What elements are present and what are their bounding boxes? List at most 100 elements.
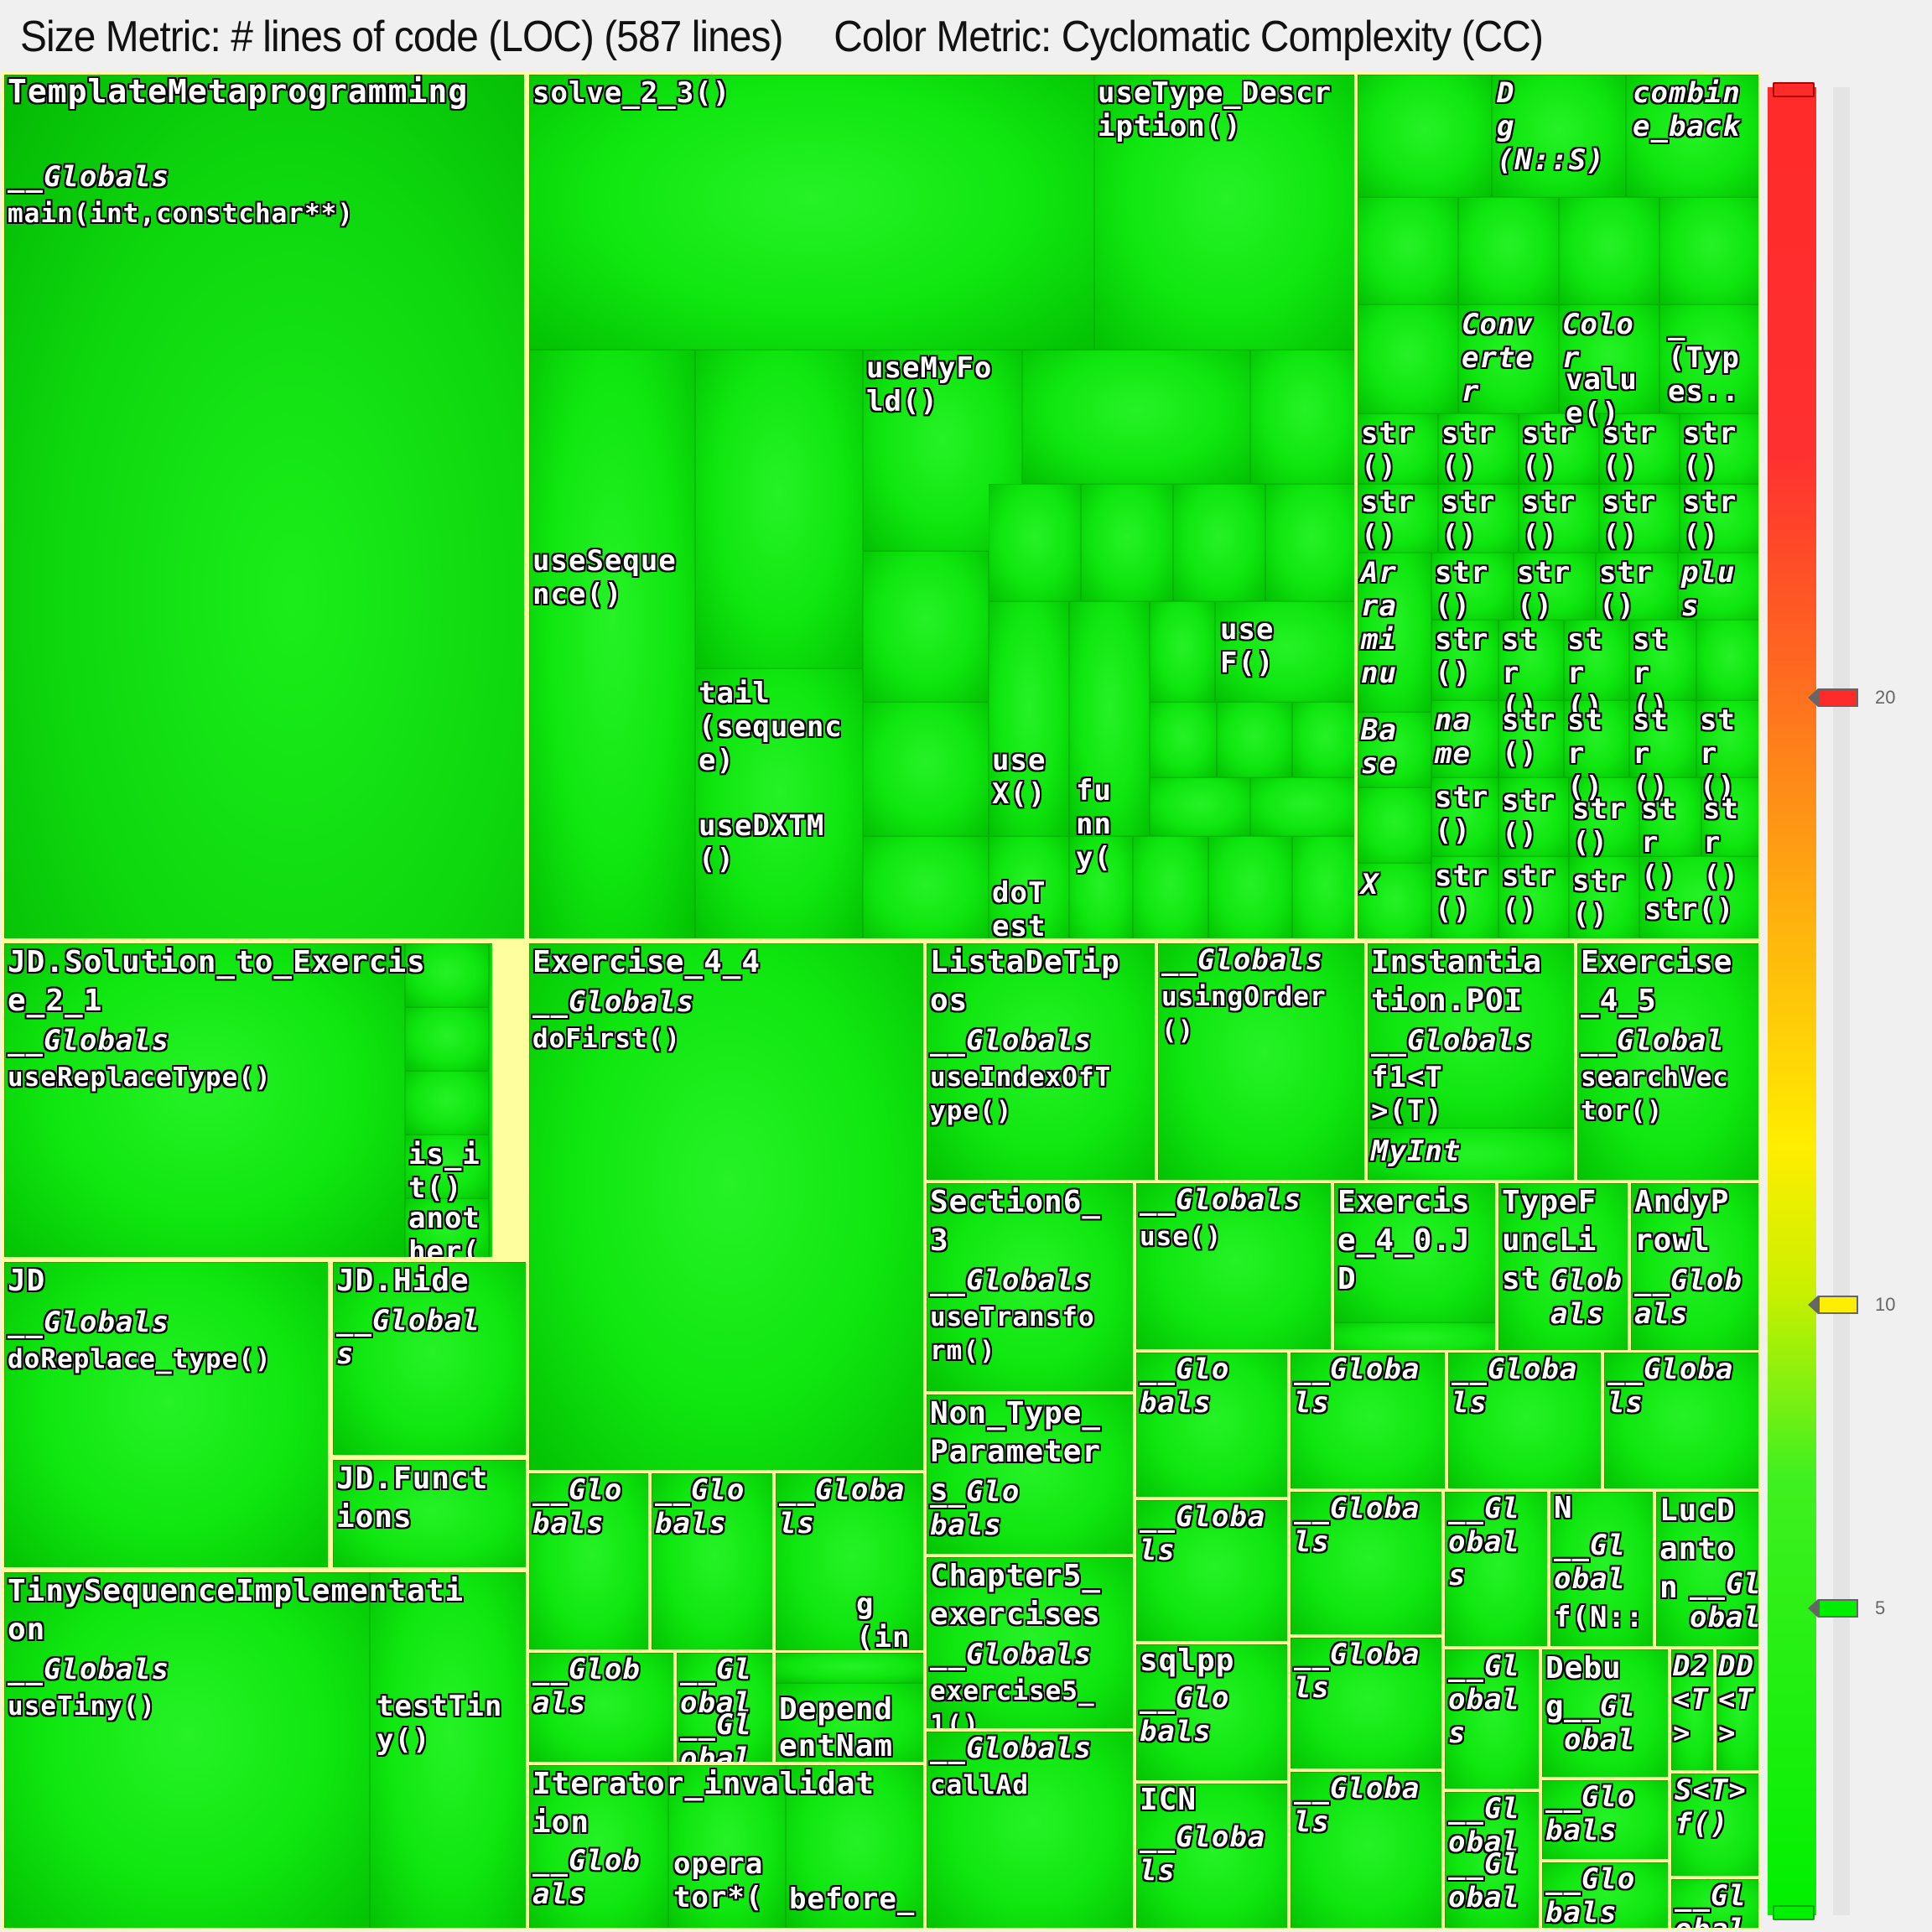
treemap-cell-depend-top[interactable] (776, 1653, 923, 1683)
treemap-cell-exercise51[interactable] (927, 1557, 1133, 1728)
treemap-cell-r6[interactable] (1291, 1492, 1441, 1634)
treemap-cell-f1t[interactable] (1368, 943, 1574, 1128)
treemap-group-r12[interactable]: __Glo bals (1540, 1778, 1670, 1862)
treemap-cell-str-r5c6[interactable] (1696, 700, 1758, 777)
treemap-cell-str-r7c4[interactable] (1569, 856, 1639, 938)
treemap-cell-str-r1c3[interactable] (1519, 413, 1599, 484)
treemap-cell-r11[interactable] (1445, 1792, 1539, 1928)
treemap-cell-plus[interactable] (1678, 553, 1758, 620)
treemap-group-chapter5[interactable]: Chapter5_ exercises __Globals exercise5_… (924, 1555, 1135, 1731)
treemap-cell-name[interactable] (1431, 700, 1498, 777)
treemap-cell-gl1[interactable] (677, 1653, 772, 1762)
treemap-cell-lucd[interactable] (1656, 1492, 1758, 1646)
treemap-cell-d2[interactable] (1671, 1649, 1713, 1770)
treemap-group-r4[interactable]: __Globa ls (1602, 1350, 1761, 1491)
treemap-cell-a9[interactable] (863, 702, 989, 836)
treemap-cell-st[interactable] (1671, 1774, 1758, 1876)
treemap-cell-main[interactable] (4, 75, 524, 938)
treemap-cell-b6[interactable] (1358, 304, 1458, 413)
treemap-cell-jdhide[interactable] (333, 1262, 526, 1455)
treemap-cell-str-r2c5[interactable] (1680, 484, 1758, 553)
treemap-cell-r7[interactable] (1445, 1492, 1547, 1646)
treemap-cell-searchvec[interactable] (1577, 943, 1758, 1180)
treemap-cell-b4[interactable] (1559, 197, 1659, 304)
treemap-cell-a14[interactable] (1250, 777, 1354, 836)
treemap-group-r13[interactable]: __Glo bals (1540, 1860, 1670, 1930)
treemap-cell-ex40[interactable] (1334, 1183, 1495, 1322)
treemap-cell-str-r2c1[interactable] (1358, 484, 1438, 553)
treemap-group-r6[interactable]: __Globa ls (1288, 1489, 1444, 1637)
treemap-cell-a19[interactable] (1292, 836, 1354, 938)
treemap-group-sqlpp[interactable]: sqlpp __Glo bals (1134, 1642, 1290, 1783)
treemap-cell-iter-globals[interactable] (529, 1765, 668, 1928)
treemap-group-templatemetaprogramming[interactable]: TemplateMetaprogramming __Globals main(i… (2, 72, 527, 941)
treemap-group-lucd[interactable]: LucD anto n __Gl obal (1654, 1489, 1761, 1649)
treemap-cell-a11[interactable] (1217, 702, 1292, 777)
treemap-cell-str-r4c2[interactable] (1431, 620, 1498, 700)
treemap-cell-r1[interactable] (1136, 1353, 1287, 1497)
treemap-cell-str-r1c4[interactable] (1599, 413, 1680, 484)
treemap-cell-a10[interactable] (1150, 702, 1217, 777)
treemap-cell-usetype[interactable] (1094, 75, 1354, 350)
treemap-cell-str-r5c3[interactable] (1498, 700, 1564, 777)
treemap-group-jd[interactable]: JD __Globals doReplace_type() (2, 1259, 330, 1570)
treemap-cell-operator[interactable] (668, 1765, 786, 1928)
treemap-cell-str-r1c1[interactable] (1358, 413, 1438, 484)
treemap-group-jd-functions[interactable]: JD.Funct ions (330, 1457, 528, 1570)
treemap-cell-useindexof[interactable] (927, 943, 1155, 1180)
treemap-cell-str-r1c2[interactable] (1438, 413, 1519, 484)
treemap-cell-b7[interactable] (1358, 787, 1431, 863)
treemap-group-usingorder[interactable]: __Globals usingOrder () (1156, 941, 1367, 1182)
treemap-cell-a4[interactable] (989, 484, 1081, 601)
treemap-group-st[interactable]: S<T> f() (1669, 1771, 1761, 1878)
treemap-cell-str-r4c6[interactable] (1696, 620, 1758, 700)
treemap-cell-b5[interactable] (1659, 197, 1758, 304)
treemap-cell-arami[interactable] (1358, 553, 1431, 712)
treemap-cell-str-r7c5[interactable] (1639, 856, 1758, 938)
treemap-cell-ex40b[interactable] (1334, 1322, 1495, 1351)
treemap-cell-a12[interactable] (1292, 702, 1354, 777)
treemap-group-glob2[interactable]: __Glob als (527, 1650, 676, 1764)
treemap-cell-dg[interactable] (1492, 75, 1626, 197)
treemap-cell-a1[interactable] (1022, 350, 1250, 484)
treemap-cell-r5[interactable] (1136, 1500, 1287, 1641)
treemap-cell-str-r2c4[interactable] (1599, 484, 1680, 553)
treemap-group-instantiation[interactable]: Instantia tion.POI __Globals f1<T >(T) M… (1365, 941, 1576, 1182)
treemap-cell-a18[interactable] (1208, 836, 1292, 938)
treemap-group-use[interactable]: __Globals use() (1134, 1181, 1333, 1352)
treemap-cell-b3[interactable] (1458, 197, 1559, 304)
treemap-cell-nontype[interactable] (927, 1394, 1133, 1554)
treemap-group-tiny[interactable]: TinySequenceImplementati on __Globals us… (2, 1570, 528, 1930)
treemap-cell-str-r6c6[interactable] (1701, 777, 1758, 856)
treemap-cell-glo2[interactable] (652, 1473, 772, 1649)
treemap-cell-calladd[interactable] (927, 1732, 1133, 1928)
treemap-group-jd-solution[interactable]: JD.Solution_to_Exercis e_2_1 __Globals u… (2, 941, 495, 1259)
treemap-cell-str-r3c2[interactable] (1431, 553, 1514, 620)
treemap-cell-usef[interactable] (1215, 601, 1354, 702)
treemap-group-r8[interactable]: __Globa ls (1288, 1635, 1444, 1771)
treemap-cell-usingorder[interactable] (1158, 943, 1364, 1180)
treemap-cell-b2[interactable] (1358, 197, 1458, 304)
treemap-cell-color[interactable] (1559, 304, 1659, 413)
treemap-cell-types[interactable] (1659, 304, 1758, 413)
treemap-cell-usetransform[interactable] (927, 1183, 1133, 1391)
legend-slider-track[interactable] (1833, 87, 1850, 1915)
treemap-cell-myint[interactable] (1368, 1128, 1574, 1180)
treemap-group-r11[interactable]: __Gl obal __Gl obal (1442, 1789, 1541, 1930)
treemap-cell-typef[interactable] (1498, 1183, 1628, 1351)
legend-bottom-handle[interactable] (1773, 1905, 1815, 1920)
treemap-cell-a13[interactable] (1150, 777, 1250, 836)
treemap-cell-r2[interactable] (1291, 1353, 1445, 1488)
treemap-cell-x[interactable] (1358, 863, 1431, 938)
treemap-cell-str-r6c3[interactable] (1498, 777, 1569, 856)
treemap-cell-c1[interactable] (405, 943, 489, 1007)
treemap-cell-n[interactable] (1550, 1492, 1653, 1646)
treemap-cell-testtiny[interactable] (370, 1572, 526, 1928)
treemap-group-debug[interactable]: Debu g __Gl obal (1540, 1647, 1670, 1779)
treemap-group-calladd[interactable]: __Globals callAd (924, 1729, 1135, 1930)
treemap-group-glo1[interactable]: __Glo bals (527, 1471, 651, 1652)
treemap-cell-icn[interactable] (1136, 1784, 1287, 1928)
treemap-group-r9[interactable]: __Gl obal s (1442, 1647, 1541, 1791)
treemap-cell-isit[interactable] (405, 1135, 489, 1198)
treemap-group-exercise-4-0[interactable]: Exercis e_4_0.J D (1332, 1181, 1498, 1353)
